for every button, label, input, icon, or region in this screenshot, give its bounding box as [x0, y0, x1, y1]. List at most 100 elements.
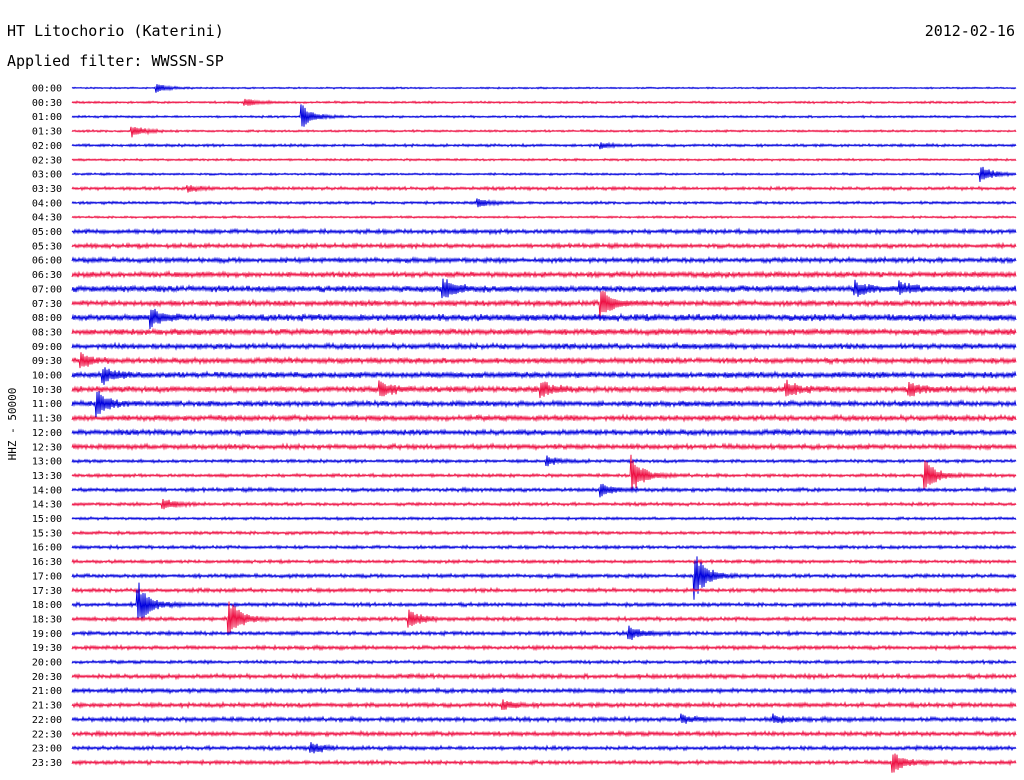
- time-tick-label: 12:30: [32, 442, 62, 453]
- trace-row: [71, 84, 1017, 93]
- trace-row: [71, 290, 1017, 320]
- trace-row: [71, 582, 1017, 619]
- time-tick-label: 14:00: [32, 485, 62, 496]
- trace-row: [71, 643, 1017, 652]
- time-tick-label: 21:30: [32, 701, 62, 712]
- trace-row: [71, 686, 1017, 695]
- time-tick-label: 04:00: [32, 198, 62, 209]
- station-title: HT Litochorio (Katerini): [7, 22, 224, 40]
- trace-row: [71, 227, 1017, 236]
- time-tick-label: 17:00: [32, 571, 62, 582]
- filter-label: Applied filter: WWSSN-SP: [7, 52, 224, 70]
- time-tick-label: 16:30: [32, 557, 62, 568]
- trace-row: [71, 483, 1017, 498]
- time-tick-label: 20:00: [32, 658, 62, 669]
- trace-row: [71, 454, 1017, 491]
- time-tick-label: 16:00: [32, 543, 62, 554]
- trace-row: [71, 255, 1017, 265]
- trace-row: [71, 98, 1017, 106]
- y-axis-label: HHZ - 50000: [6, 388, 19, 461]
- time-tick-label: 19:30: [32, 643, 62, 654]
- trace-row: [71, 699, 1017, 710]
- time-tick-label: 07:30: [32, 299, 62, 310]
- trace-row: [71, 308, 1017, 330]
- time-tick-label: 12:00: [32, 428, 62, 439]
- trace-row: [71, 427, 1017, 438]
- time-tick-label: 04:30: [32, 213, 62, 224]
- trace-row: [71, 269, 1017, 280]
- trace-row: [71, 556, 1017, 600]
- time-tick-label: 22:00: [32, 715, 62, 726]
- time-tick-label: 00:00: [32, 84, 62, 95]
- trace-row: [71, 141, 1017, 150]
- trace-row: [71, 104, 1017, 127]
- trace-row: [71, 753, 1017, 773]
- trace-row: [71, 455, 1017, 467]
- time-tick-label: 00:30: [32, 98, 62, 109]
- time-tick-label: 15:00: [32, 514, 62, 525]
- trace-row: [71, 157, 1017, 163]
- trace-row: [71, 166, 1017, 183]
- time-tick-labels: 00:00 00:30 01:00 01:30 02:00 02:30 03:00 03:30…: [32, 84, 62, 769]
- trace-row: [71, 379, 1017, 399]
- trace-row: [71, 558, 1017, 565]
- time-tick-label: 19:00: [32, 629, 62, 640]
- time-tick-label: 23:30: [32, 758, 62, 769]
- time-tick-label: 03:00: [32, 170, 62, 181]
- trace-row: [71, 413, 1017, 423]
- time-tick-label: 20:30: [32, 672, 62, 683]
- trace-row: [71, 586, 1017, 595]
- trace-row: [71, 391, 1017, 418]
- trace-row: [71, 742, 1017, 754]
- trace-row: [71, 214, 1017, 220]
- trace-row: [71, 327, 1017, 337]
- trace-row: [71, 543, 1017, 551]
- trace-row: [71, 515, 1017, 522]
- trace-row: [71, 185, 1017, 193]
- trace-row: [71, 352, 1017, 369]
- trace-row: [71, 241, 1017, 250]
- trace-row: [71, 278, 1017, 299]
- trace-row: [71, 658, 1017, 666]
- time-tick-label: 17:30: [32, 586, 62, 597]
- time-tick-label: 01:30: [32, 127, 62, 138]
- time-tick-label: 18:00: [32, 600, 62, 611]
- time-tick-label: 11:30: [32, 414, 62, 425]
- time-tick-label: 21:00: [32, 686, 62, 697]
- time-tick-label: 18:30: [32, 614, 62, 625]
- trace-row: [71, 625, 1017, 640]
- trace-row: [71, 126, 1017, 138]
- time-tick-label: 13:30: [32, 471, 62, 482]
- trace-row: [71, 713, 1017, 724]
- time-tick-label: 01:00: [32, 112, 62, 123]
- seismic-traces: [71, 84, 1017, 773]
- trace-row: [71, 601, 1017, 635]
- time-tick-label: 08:30: [32, 327, 62, 338]
- time-tick-label: 10:30: [32, 385, 62, 396]
- trace-row: [71, 529, 1017, 537]
- time-tick-label: 14:30: [32, 500, 62, 511]
- time-tick-label: 05:00: [32, 227, 62, 238]
- time-tick-label: 22:30: [32, 729, 62, 740]
- trace-row: [71, 341, 1017, 351]
- time-tick-label: 09:00: [32, 342, 62, 353]
- trace-row: [71, 367, 1017, 385]
- time-tick-label: 11:00: [32, 399, 62, 410]
- time-tick-label: 02:30: [32, 155, 62, 166]
- time-tick-label: 09:30: [32, 356, 62, 367]
- date-label: 2012-02-16: [925, 22, 1015, 40]
- time-tick-label: 08:00: [32, 313, 62, 324]
- time-tick-label: 06:30: [32, 270, 62, 281]
- time-tick-label: 03:30: [32, 184, 62, 195]
- trace-row: [71, 442, 1017, 452]
- time-tick-label: 02:00: [32, 141, 62, 152]
- time-tick-label: 10:00: [32, 371, 62, 382]
- trace-row: [71, 729, 1017, 738]
- time-tick-label: 07:00: [32, 284, 62, 295]
- trace-row: [71, 198, 1017, 208]
- time-tick-label: 15:30: [32, 528, 62, 539]
- time-tick-label: 06:00: [32, 256, 62, 267]
- time-tick-label: 23:00: [32, 744, 62, 755]
- trace-row: [71, 498, 1017, 510]
